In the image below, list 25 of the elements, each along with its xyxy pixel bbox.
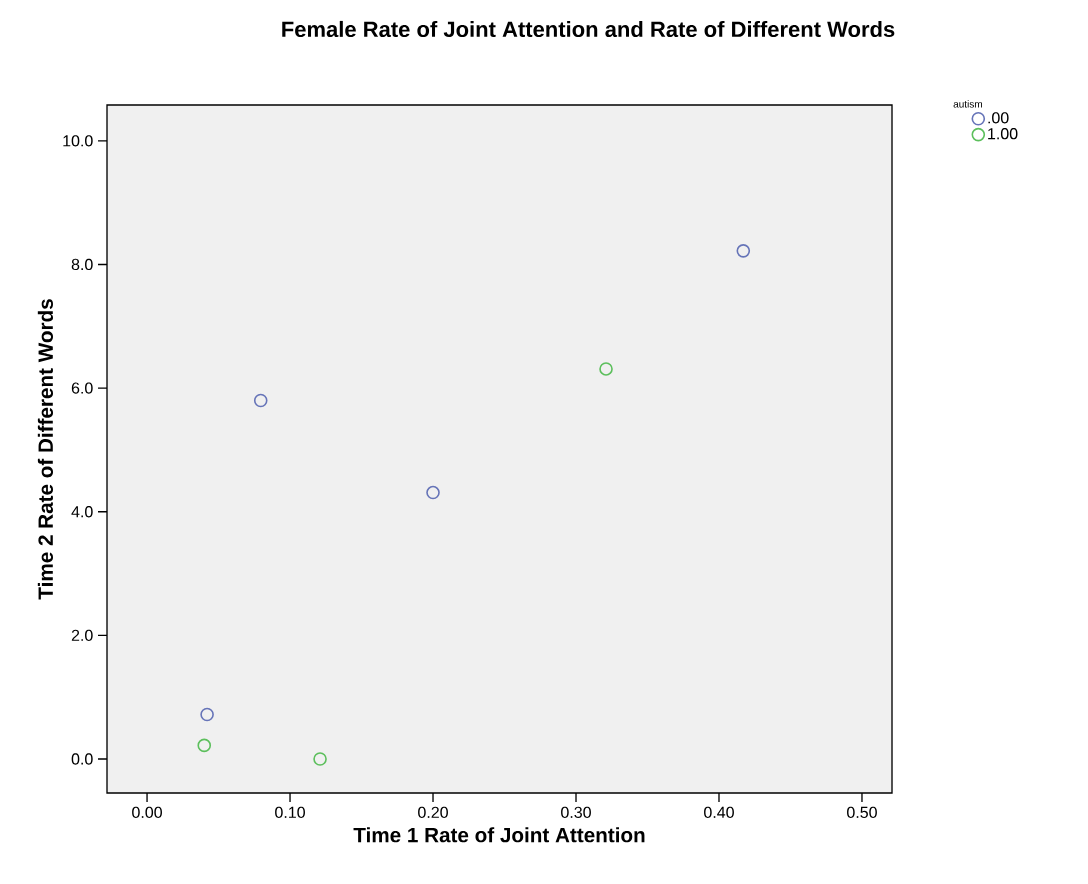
x-tick-label: 0.20 (418, 806, 448, 819)
x-tick-label: 0.00 (132, 806, 162, 819)
point (599, 362, 613, 376)
x-tick-label: 0.50 (847, 806, 877, 819)
y-tick-label: 8.0 (71, 258, 93, 271)
chart-title: Female Rate of Joint Attention and Rate of Different Words (282, 20, 895, 38)
point (200, 707, 214, 722)
y-tick-label: 10.0 (63, 135, 93, 147)
y-tick-label: 0.0 (71, 753, 93, 765)
legend-label: 1.00 (988, 128, 1018, 140)
x-tick-label: 0.40 (704, 806, 734, 819)
point (253, 393, 268, 408)
x-tick-label: 0.30 (561, 806, 591, 819)
point (313, 752, 327, 766)
x-tick-label: 0.10 (275, 806, 305, 819)
point (197, 738, 212, 753)
legend-label: .00 (988, 112, 1009, 124)
y-axis-title: Time 2 Rate of Different Words (37, 299, 54, 600)
point (736, 244, 751, 258)
y-tick-label: 2.0 (71, 629, 93, 642)
point (426, 485, 440, 500)
y-tick-label: 4.0 (71, 506, 93, 518)
y-tick-label: 6.0 (71, 382, 93, 394)
x-axis-title: Time 1 Rate of Joint Attention (353, 827, 645, 843)
legend-title: autism (953, 100, 982, 108)
